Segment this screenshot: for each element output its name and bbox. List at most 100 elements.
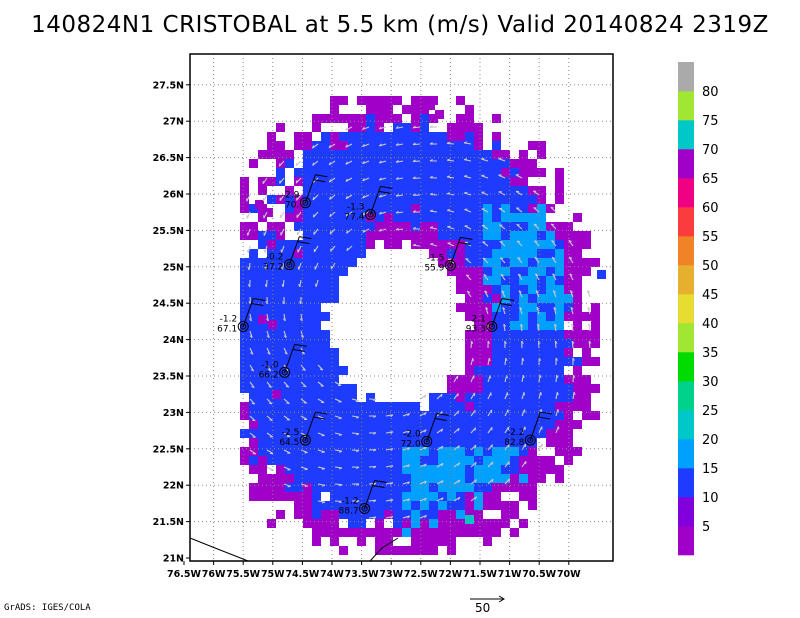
wind-vector [482,257,489,264]
wind-speed-cell [429,546,438,555]
wind-vector-head [457,496,461,501]
station-value-bottom: 37.2 [263,263,283,273]
wind-speed-cell [483,330,492,339]
lon-tick-label: 75W [261,569,285,580]
wind-speed-cell [465,285,474,294]
wind-vector-head [540,392,542,396]
wind-speed-cell [528,402,537,411]
station-value-top: -1.2 [220,314,238,324]
wind-vector [334,415,342,419]
wind-speed-cell [429,186,438,195]
wind-speed-cell [492,213,501,222]
wind-speed-cell [393,411,402,420]
wind-speed-cell [393,528,402,537]
wind-speed-cell [429,114,438,123]
wind-speed-cell [465,276,474,285]
wind-speed-cell [555,321,564,330]
wind-speed-cell [483,375,492,384]
wind-speed-cell [519,213,528,222]
wind-speed-cell [537,465,546,474]
wind-vector [447,209,455,213]
lon-tick-label: 74W [320,569,344,580]
wind-vector [503,324,506,332]
wind-speed-cell [294,357,303,366]
wind-speed-cell [474,456,483,465]
wind-speed-cell [348,132,357,141]
wind-vector [317,364,324,371]
wind-speed-cell [249,312,258,321]
wind-speed-cell [384,141,393,150]
wind-vector-head [535,290,539,293]
legend-label: 75 [702,114,719,129]
wind-speed-cell [465,420,474,429]
wind-vector [534,273,540,281]
wind-vector [317,432,325,436]
wind-vector [419,497,427,502]
wind-speed-cell [393,474,402,483]
wind-speed-cell [249,339,258,348]
wind-speed-cell [510,258,519,267]
wind-vector [295,160,302,167]
wind-speed-cell [573,258,582,267]
wind-speed-cell [258,393,267,402]
wind-speed-cell [240,186,249,195]
wind-vector [501,290,506,298]
wind-vector-head [552,273,556,276]
wind-speed-cell [357,249,366,258]
wind-vector [436,445,444,451]
wind-speed-cell [483,276,492,285]
wind-speed-cell [276,240,285,249]
wind-speed-cell [321,114,330,123]
wind-speed-cell [357,204,366,213]
wind-vector-head [483,273,487,277]
wind-speed-cell [276,429,285,438]
wind-speed-cell [348,393,357,402]
map-title: 140824N1 CRISTOBAL at 5.5 km (m/s) Valid… [31,12,769,38]
wind-speed-cell [339,474,348,483]
wind-speed-cell [249,411,258,420]
wind-speed-cell [258,330,267,339]
wind-speed-cell [528,465,537,474]
wind-speed-cell [573,213,582,222]
wind-speed-cell [366,222,375,231]
wind-speed-cell [465,114,474,123]
wind-speed-cell [312,537,321,546]
wind-vector-head [330,248,332,252]
wind-vector [412,244,421,247]
wind-vector-head [286,402,290,405]
wind-speed-cell [492,285,501,294]
wind-speed-cell [411,519,420,528]
wind-speed-cell [321,276,330,285]
wind-speed-cell [519,303,528,312]
wind-speed-cell [357,537,366,546]
wind-speed-cell [366,213,375,222]
wind-vector-head [395,176,399,180]
wind-speed-cell [564,393,573,402]
wind-speed-cell [321,393,330,402]
wind-speed-cell [492,303,501,312]
wind-vector-head [568,256,573,260]
wind-vector-head [519,306,523,310]
wind-speed-cell [528,483,537,492]
wind-speed-cell [276,231,285,240]
wind-vector-head [504,340,507,344]
wind-vector-head [268,385,272,388]
wind-vector [247,228,251,236]
wind-speed-cell [429,204,438,213]
wind-speed-cell [321,384,330,393]
wind-vector-head [522,357,525,361]
wind-speed-cell [456,474,465,483]
wind-speed-cell [339,114,348,123]
wind-speed-cell [303,312,312,321]
wind-speed-cell [528,258,537,267]
wind-speed-cell [339,483,348,492]
wind-speed-cell [474,303,483,312]
wind-speed-cell [285,447,294,456]
wind-speed-cell [384,438,393,447]
wind-vector [518,290,523,298]
wind-vector-head [267,352,271,355]
wind-speed-cell [249,303,258,312]
wind-vector-head [319,368,324,371]
wind-speed-cell [519,177,528,186]
wind-speed-cell [330,168,339,177]
